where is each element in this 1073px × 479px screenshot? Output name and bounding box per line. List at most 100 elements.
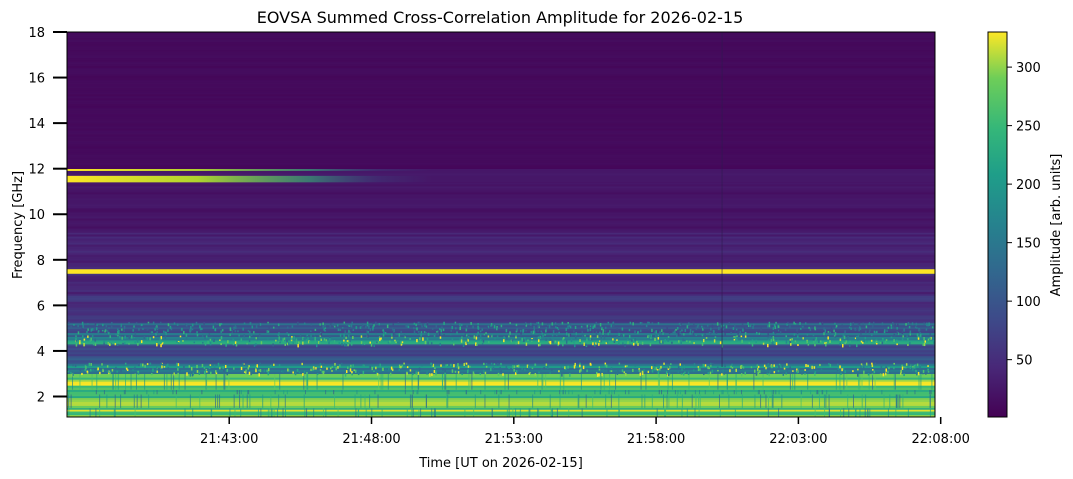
heatmap-speckle bbox=[821, 321, 824, 325]
heatmap-channel-strip bbox=[67, 56, 935, 59]
heatmap-channel-strip bbox=[67, 409, 935, 412]
heatmap-speckle bbox=[525, 330, 527, 332]
heatmap-speckle bbox=[741, 339, 743, 343]
heatmap-speckle bbox=[589, 325, 592, 328]
heatmap-speckle bbox=[84, 368, 86, 371]
heatmap-speckle bbox=[456, 331, 458, 335]
heatmap-speckle bbox=[451, 338, 454, 342]
heatmap-speckle bbox=[773, 364, 775, 367]
heatmap-time-dropout bbox=[641, 394, 643, 408]
heatmap-speckle bbox=[426, 371, 428, 375]
heatmap-speckle bbox=[222, 365, 224, 370]
heatmap-speckle bbox=[765, 366, 767, 370]
heatmap-speckle bbox=[674, 330, 676, 334]
heatmap-channel-strip bbox=[67, 98, 935, 101]
heatmap-speckle bbox=[196, 334, 199, 337]
heatmap-speckle bbox=[599, 323, 602, 327]
heatmap-time-dropout bbox=[537, 373, 539, 390]
heatmap-speckle bbox=[659, 340, 661, 344]
heatmap-speckle bbox=[483, 333, 486, 336]
heatmap-speckle bbox=[505, 365, 508, 369]
heatmap-speckle bbox=[497, 362, 499, 366]
heatmap-speckle bbox=[509, 322, 511, 325]
heatmap-speckle bbox=[634, 330, 636, 334]
heatmap-speckle bbox=[176, 323, 179, 326]
heatmap-speckle bbox=[796, 371, 798, 374]
heatmap-speckle bbox=[326, 367, 328, 370]
heatmap-speckle bbox=[497, 372, 500, 377]
heatmap-speckle bbox=[865, 330, 867, 334]
heatmap-channel-strip bbox=[67, 32, 935, 35]
heatmap-speckle bbox=[291, 336, 293, 338]
heatmap-time-dropout bbox=[420, 407, 422, 417]
heatmap-speckle bbox=[632, 343, 634, 346]
heatmap-channel-strip bbox=[67, 146, 935, 149]
heatmap-speckle bbox=[155, 326, 157, 329]
heatmap-speckle bbox=[128, 335, 131, 340]
heatmap-speckle bbox=[623, 371, 626, 374]
heatmap-speckle bbox=[323, 338, 326, 341]
heatmap-speckle bbox=[794, 340, 797, 343]
heatmap-speckle bbox=[278, 336, 280, 340]
heatmap-speckle bbox=[534, 373, 537, 376]
heatmap-speckle bbox=[782, 372, 785, 376]
heatmap-speckle bbox=[379, 363, 381, 368]
heatmap-time-dropout bbox=[146, 389, 148, 395]
heatmap-speckle bbox=[719, 341, 722, 345]
heatmap-speckle bbox=[595, 321, 598, 325]
heatmap-time-dropout bbox=[269, 407, 271, 417]
heatmap-speckle bbox=[201, 327, 203, 331]
heatmap-speckle bbox=[840, 372, 842, 375]
heatmap-time-dropout bbox=[130, 373, 132, 390]
heatmap-speckle bbox=[914, 367, 917, 370]
heatmap-time-dropout bbox=[334, 394, 336, 408]
heatmap-speckle bbox=[829, 340, 831, 343]
heatmap-speckle bbox=[203, 367, 206, 369]
heatmap-time-dropout bbox=[215, 373, 217, 390]
heatmap-speckle bbox=[874, 341, 877, 344]
heatmap-speckle bbox=[287, 333, 290, 337]
heatmap-speckle bbox=[376, 341, 378, 344]
heatmap-speckle bbox=[592, 325, 595, 329]
heatmap-channel-strip bbox=[67, 104, 935, 107]
heatmap-speckle bbox=[728, 322, 731, 325]
heatmap-speckle bbox=[397, 322, 400, 324]
heatmap-speckle bbox=[683, 365, 686, 369]
heatmap-time-dropout bbox=[852, 394, 854, 408]
heatmap-speckle bbox=[541, 332, 544, 335]
heatmap-time-dropout bbox=[823, 394, 825, 408]
heatmap-speckle bbox=[109, 343, 111, 347]
heatmap-speckle bbox=[744, 332, 747, 336]
heatmap-time-dropout bbox=[238, 389, 240, 395]
heatmap-speckle bbox=[310, 368, 312, 372]
heatmap-speckle bbox=[552, 339, 554, 341]
heatmap-channel-strip bbox=[67, 295, 935, 299]
heatmap-time-dropout bbox=[581, 407, 583, 417]
heatmap-speckle bbox=[899, 372, 902, 376]
heatmap-speckle bbox=[900, 369, 902, 374]
heatmap-time-dropout bbox=[356, 389, 358, 395]
heatmap-speckle bbox=[653, 368, 656, 370]
heatmap-speckle bbox=[742, 366, 745, 369]
heatmap-speckle bbox=[465, 365, 467, 368]
heatmap-time-dropout bbox=[494, 389, 496, 395]
heatmap-time-dropout bbox=[192, 407, 194, 417]
heatmap-speckle bbox=[812, 338, 815, 341]
heatmap-speckle bbox=[767, 363, 770, 366]
heatmap-speckle bbox=[351, 371, 353, 375]
heatmap-speckle bbox=[110, 325, 113, 328]
heatmap-speckle bbox=[430, 362, 432, 365]
heatmap-speckle bbox=[528, 373, 530, 375]
heatmap-speckle bbox=[711, 362, 714, 366]
heatmap-channel-strip bbox=[67, 236, 935, 239]
heatmap-channel-strip bbox=[67, 279, 935, 282]
heatmap-speckle bbox=[183, 366, 185, 368]
heatmap-speckle bbox=[238, 334, 240, 337]
heatmap-speckle bbox=[893, 362, 895, 365]
heatmap-speckle bbox=[242, 362, 244, 366]
heatmap-speckle bbox=[227, 368, 230, 370]
heatmap-speckle bbox=[243, 322, 246, 325]
heatmap-speckle bbox=[561, 321, 564, 325]
heatmap-speckle bbox=[284, 343, 287, 346]
heatmap-speckle bbox=[517, 341, 520, 345]
